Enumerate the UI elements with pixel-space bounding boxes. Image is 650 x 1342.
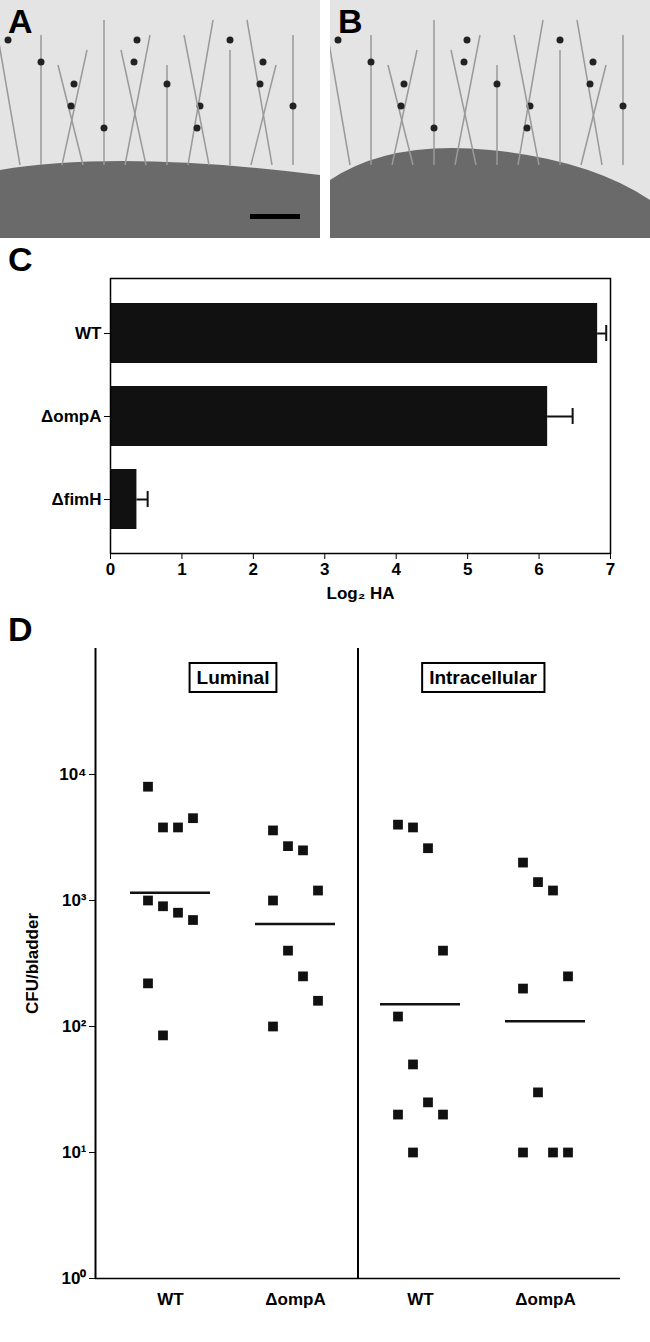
svg-text:WT: WT: [75, 324, 102, 343]
html-text:C: C: [8, 240, 33, 278]
svg-text:7: 7: [606, 560, 615, 579]
svg-text:10¹: 10¹: [62, 1143, 87, 1162]
html-text:A: A: [8, 2, 33, 40]
svg-text:ΔompA: ΔompA: [265, 1290, 325, 1309]
html-text:B: B: [338, 2, 363, 40]
svg-text:10⁰: 10⁰: [62, 1269, 87, 1288]
svg-text:3: 3: [320, 560, 329, 579]
svg-text:WT: WT: [407, 1290, 434, 1309]
svg-text:CFU/bladder: CFU/bladder: [23, 913, 42, 1014]
svg-text:10³: 10³: [62, 891, 87, 910]
svg-text:10⁴: 10⁴: [59, 765, 86, 784]
svg-text:ΔompA: ΔompA: [515, 1290, 575, 1309]
svg-text:Luminal: Luminal: [197, 667, 270, 688]
svg-text:Log₂ HA: Log₂ HA: [327, 584, 395, 603]
svg-text:10²: 10²: [62, 1017, 87, 1036]
svg-text:ΔfimH: ΔfimH: [52, 490, 102, 509]
svg-text:5: 5: [463, 560, 472, 579]
svg-text:ΔompA: ΔompA: [41, 407, 101, 426]
svg-text:Intracellular: Intracellular: [429, 667, 537, 688]
svg-text:1: 1: [177, 560, 186, 579]
svg-text:6: 6: [534, 560, 543, 579]
html-text:D: D: [8, 610, 33, 648]
svg-text:WT: WT: [157, 1290, 184, 1309]
svg-text:0: 0: [106, 560, 115, 579]
svg-text:4: 4: [391, 560, 401, 579]
svg-text:2: 2: [249, 560, 258, 579]
